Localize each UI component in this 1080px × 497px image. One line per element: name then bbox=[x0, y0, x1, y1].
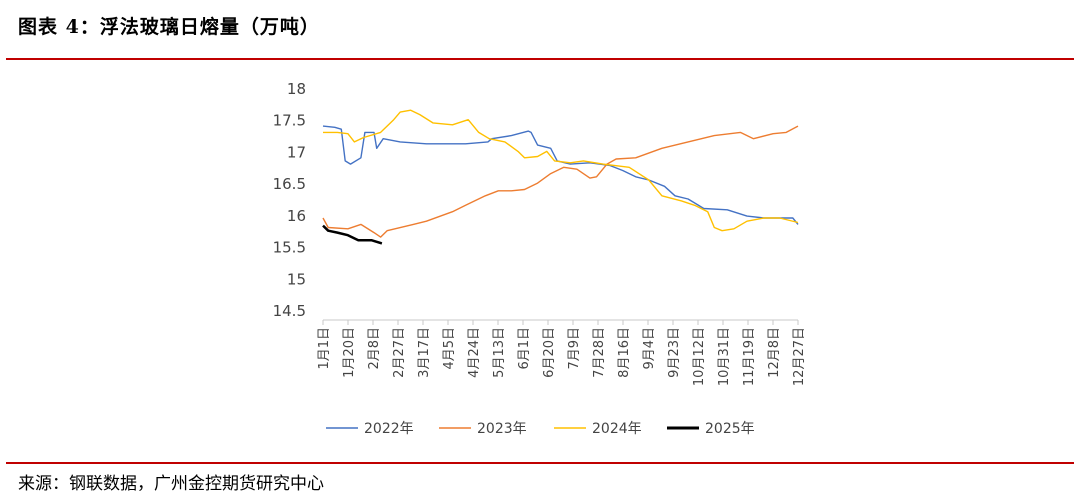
header-divider bbox=[6, 58, 1074, 60]
legend-label: 2025年 bbox=[705, 421, 755, 437]
x-tick-label: 1月1日 bbox=[317, 327, 332, 370]
x-tick-label: 7月28日 bbox=[592, 327, 607, 378]
x-tick-label: 2月8日 bbox=[367, 327, 382, 370]
x-tick-label: 9月4日 bbox=[642, 327, 657, 370]
x-tick-label: 2月27日 bbox=[392, 327, 407, 378]
x-tick-label: 10月12日 bbox=[692, 327, 707, 386]
x-tick-label: 7月9日 bbox=[567, 327, 582, 370]
series-line-2023 bbox=[322, 125, 799, 238]
x-tick-label: 10月31日 bbox=[717, 327, 732, 386]
series-line-2024 bbox=[323, 109, 799, 232]
y-tick-label: 14.5 bbox=[273, 302, 306, 320]
y-tick-label: 16 bbox=[287, 207, 306, 225]
legend-label: 2024年 bbox=[592, 421, 642, 437]
y-tick-label: 16.5 bbox=[273, 175, 306, 193]
x-tick-label: 11月19日 bbox=[742, 327, 757, 386]
y-tick-label: 17 bbox=[287, 143, 306, 161]
x-tick-label: 9月23日 bbox=[667, 327, 682, 378]
x-tick-label: 8月16日 bbox=[617, 327, 632, 378]
chart-title: 图表 4：浮法玻璃日熔量（万吨） bbox=[18, 16, 320, 38]
x-tick-label: 12月8日 bbox=[767, 327, 782, 378]
x-tick-label: 6月1日 bbox=[517, 327, 532, 370]
x-tick-label: 5月13日 bbox=[492, 327, 507, 378]
series-line-2022 bbox=[322, 125, 799, 225]
x-tick-label: 3月17日 bbox=[417, 327, 432, 378]
x-tick-label: 4月5日 bbox=[442, 327, 457, 370]
chart: 18 17.5 17 16.5 16 15.5 15 14.5 1月1日 1月20日 2月8日 2月2… bbox=[273, 80, 807, 437]
y-tick-label: 15 bbox=[287, 270, 306, 288]
x-tick-label: 1月20日 bbox=[342, 327, 357, 378]
x-tick-label: 12月27日 bbox=[792, 327, 807, 386]
y-tick-label: 17.5 bbox=[273, 112, 306, 130]
x-tick-label: 6月20日 bbox=[542, 327, 557, 378]
source-note: 来源：钢联数据，广州金控期货研究中心 bbox=[18, 474, 324, 494]
legend-label: 2023年 bbox=[477, 421, 527, 437]
series-line-2025 bbox=[322, 224, 383, 245]
x-tick-label: 4月24日 bbox=[467, 327, 482, 378]
footer-divider bbox=[6, 462, 1074, 464]
y-tick-label: 18 bbox=[287, 80, 306, 98]
legend-label: 2022年 bbox=[364, 421, 414, 437]
y-tick-label: 15.5 bbox=[273, 239, 306, 257]
